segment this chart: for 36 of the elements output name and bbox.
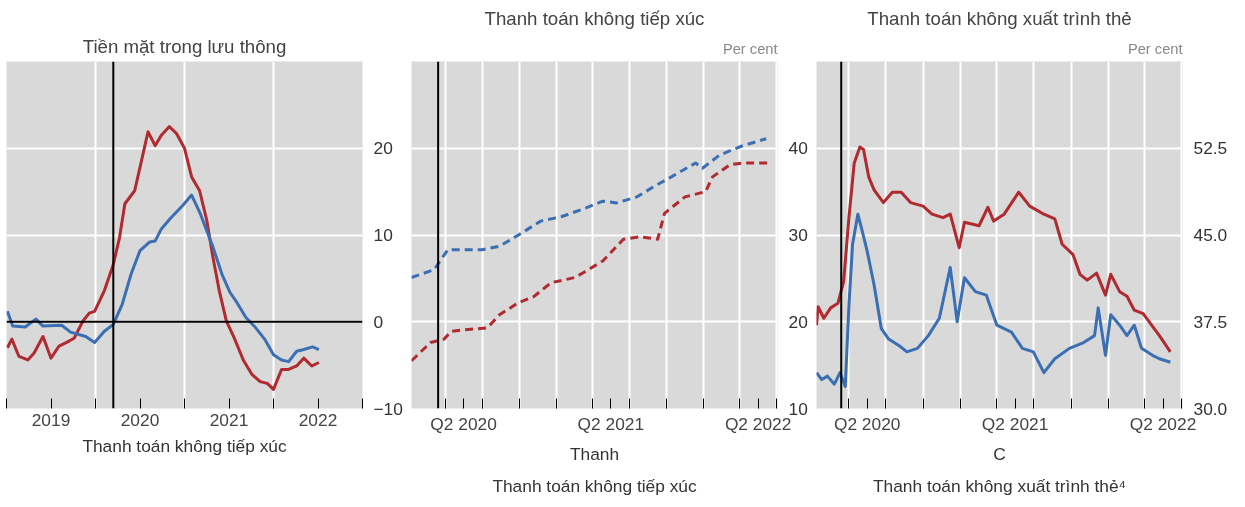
y-tick-label: 40 <box>788 138 808 159</box>
y-tick-label: 30 <box>788 225 808 245</box>
text: Thanh <box>569 443 620 464</box>
y-tick-label: −10 <box>373 398 403 419</box>
text: Thanh toán không xuất trình thẻ⁴ <box>872 475 1127 496</box>
x-tick-label: 2019 <box>31 409 71 430</box>
y-tick-label: 30.0 <box>1193 398 1228 419</box>
text: Thanh toán không tiếp xúc <box>82 435 287 456</box>
text: C <box>993 443 1006 464</box>
x-tick-label: Q2 2021 <box>981 413 1049 434</box>
y-tick-label: 0 <box>373 311 384 332</box>
y-tick-label: 20 <box>788 311 808 332</box>
x-tick-label: 2020 <box>120 409 160 430</box>
y-tick-label: 10 <box>788 398 808 419</box>
y-tick-label: 45.0 <box>1193 225 1228 245</box>
y-tick-label: 52.5 <box>1193 138 1228 159</box>
y-tick-label: 20 <box>373 138 393 159</box>
line-series <box>411 137 768 280</box>
line-series <box>816 145 1172 354</box>
x-tick-label: Q2 2020 <box>430 413 497 434</box>
chart-title: Thanh toán không xuất trình thẻ <box>867 7 1132 29</box>
text: Thanh toán không tiếp xúc <box>492 475 697 496</box>
y-axis-title: Per cent <box>1127 40 1183 57</box>
line-series <box>816 212 1172 389</box>
x-tick-label: 2021 <box>209 409 249 430</box>
chart-title: Thanh toán không tiếp xúc <box>484 7 705 29</box>
y-tick-label: 10 <box>373 225 393 245</box>
line-series <box>6 193 321 364</box>
line-series <box>6 125 321 391</box>
x-tick-label: Q2 2021 <box>577 413 645 434</box>
x-tick-label: 2022 <box>298 409 338 430</box>
chart-title: Tiền mặt trong lưu thông <box>82 35 287 57</box>
y-tick-label: 37.5 <box>1193 311 1228 332</box>
line-series <box>411 161 770 363</box>
x-tick-label: Q2 2020 <box>833 413 901 434</box>
y-axis-title: Per cent <box>722 40 778 57</box>
